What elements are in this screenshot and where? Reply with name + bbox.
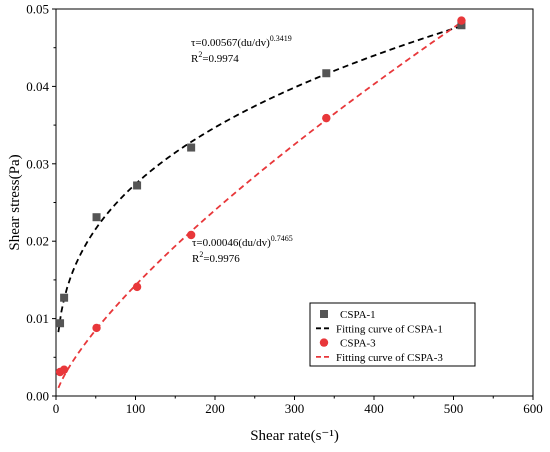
x-tick-label: 600 [523, 401, 543, 416]
data-points [55, 16, 466, 377]
legend-label: CSPA-3 [340, 338, 376, 350]
data-point-square [92, 213, 101, 222]
y-tick-label: 0.00 [26, 389, 49, 404]
legend-label: Fitting curve of CSPA-3 [336, 352, 443, 364]
y-axis-title: Shear stress(Pa) [7, 154, 23, 250]
x-tick-label: 400 [364, 401, 384, 416]
legend: CSPA-1 Fitting curve of CSPA-1 CSPA-3 Fitti… [309, 302, 476, 367]
y-tick-label: 0.01 [26, 311, 49, 326]
r-squared-text: R2=0.9976 [192, 250, 240, 265]
legend-label: Fitting curve of CSPA-1 [336, 323, 443, 335]
data-point-circle [186, 230, 196, 240]
data-point-square [133, 181, 142, 190]
data-point-circle [92, 323, 101, 333]
y-tick-label: 0.02 [26, 234, 49, 249]
fit-curves [57, 21, 462, 389]
x-tick-label: 0 [53, 401, 60, 416]
y-tick-label: 0.05 [26, 2, 49, 17]
x-tick-label: 100 [126, 401, 146, 416]
data-point-square [457, 21, 466, 30]
data-point-square [60, 293, 69, 302]
y-tick-label: 0.03 [26, 156, 49, 171]
x-tick-label: 200 [205, 401, 225, 416]
data-point-square [56, 319, 65, 328]
legend-box [309, 302, 476, 367]
legend-marker-circle [319, 338, 329, 347]
data-point-circle [457, 16, 466, 25]
axes: 0 100 200 300 400 500 600 0.00 0.01 0.02 0.03 0.04 0… [7, 2, 543, 445]
data-point-circle [59, 365, 69, 374]
data-point-square [187, 143, 196, 152]
x-tick-label: 500 [444, 401, 464, 416]
data-point-square [322, 69, 331, 78]
equation-text: τ=0.00567(du/dv)0.3419 [191, 34, 292, 49]
y-tick-label: 0.04 [26, 79, 49, 94]
equation-text: τ=0.00046(du/dv)0.7465 [192, 234, 293, 249]
data-point-circle [322, 113, 331, 123]
x-axis-title: Shear rate(s⁻¹) [250, 428, 339, 444]
x-tick-label: 300 [285, 401, 305, 416]
fit-curve-line [57, 21, 462, 389]
r-squared-text: R2=0.9974 [191, 50, 239, 65]
data-point-circle [132, 282, 142, 292]
legend-label: CSPA-1 [340, 309, 376, 321]
legend-marker-square [320, 310, 328, 318]
fit-curve-line [57, 25, 462, 333]
